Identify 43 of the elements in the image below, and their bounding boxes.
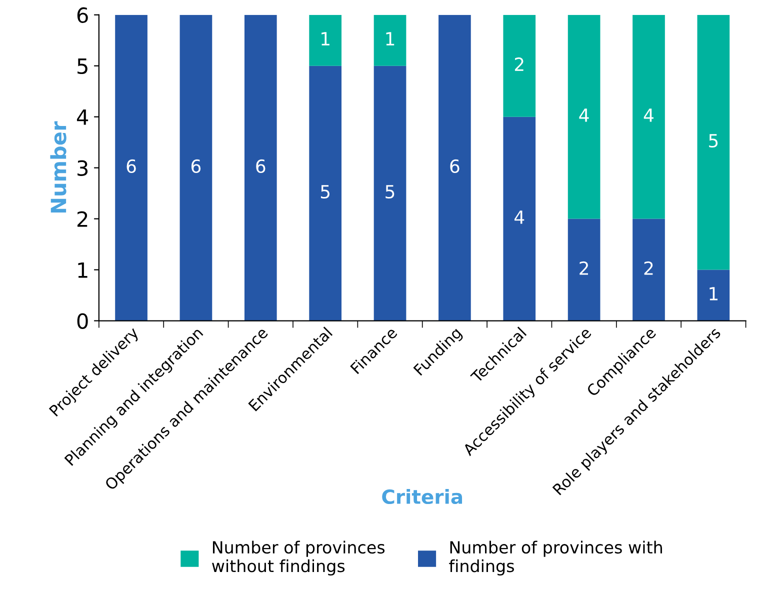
data-label: 5 [709,134,718,148]
bar [632,14,665,219]
data-label: 4 [644,108,654,122]
y-tick-label: 2 [77,211,88,227]
y-tick-label: 6 [77,7,88,24]
bar [115,14,148,321]
y-tick-label: 1 [78,262,88,278]
x-axis-title: Criteria [382,489,462,504]
bar [438,14,471,321]
data-label: 6 [191,159,201,174]
bar [309,66,342,321]
bar [632,218,665,321]
data-label: 1 [322,32,330,46]
data-label: 5 [320,185,330,199]
data-label: 4 [514,210,524,224]
bar [374,66,406,321]
data-label: 6 [256,159,266,174]
data-label: 4 [579,108,589,122]
bar [503,14,536,117]
bar [697,14,730,270]
y-axis-title: Number [50,121,66,213]
bar [697,270,730,321]
data-label: 6 [126,159,136,174]
legend-label: Number of provinces without findings [212,540,385,576]
data-label: 2 [580,261,588,275]
bar [503,116,536,321]
y-tick-label: 5 [78,58,88,74]
bar [568,14,600,219]
y-tick-label: 3 [78,160,88,176]
bar [309,14,342,66]
data-label: 2 [514,57,524,71]
bar [374,14,406,66]
bar [244,14,277,321]
bar [180,14,212,321]
data-label: 1 [386,32,394,46]
y-tick-label: 0 [77,313,88,329]
data-label: 5 [386,185,394,199]
y-tick-label: 4 [76,110,88,125]
legend-label: Number of provinces with findings [449,540,662,576]
data-label: 1 [710,287,718,300]
data-label: 6 [450,159,460,174]
data-label: 2 [644,261,653,275]
bar [568,218,600,321]
